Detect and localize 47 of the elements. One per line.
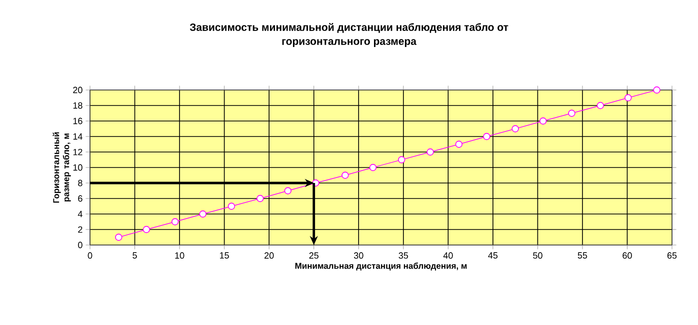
y-tick-label: 14	[73, 133, 82, 140]
point	[398, 156, 406, 164]
point	[596, 102, 604, 110]
y-axis-title: Горизонтальный размер табло, м	[52, 132, 71, 203]
x-tick-label: 50	[533, 252, 542, 259]
x-tick-label: 15	[220, 252, 229, 259]
x-tick-label: 25	[309, 252, 318, 259]
x-tick-label: 10	[175, 252, 184, 259]
y-tick-label: 4	[78, 210, 82, 218]
point	[369, 164, 377, 172]
y-tick-label: 18	[73, 102, 82, 109]
point	[142, 226, 150, 234]
y-tick-label: 10	[73, 164, 82, 171]
point	[512, 125, 519, 132]
x-tick-label: 45	[488, 252, 498, 259]
x-tick-label: 40	[443, 252, 453, 259]
x-tick-label: 30	[354, 252, 364, 259]
point	[284, 187, 292, 194]
point	[342, 172, 349, 179]
point	[483, 132, 490, 140]
x-tick-label: 0	[88, 252, 92, 259]
point	[199, 210, 206, 218]
chart-title: Зависимость минимальной дистанции наблюдения табло от горизонтального размера	[190, 23, 508, 47]
point	[256, 194, 264, 202]
point	[624, 94, 632, 102]
x-tick-label: 20	[264, 252, 274, 259]
y-tick-label: 20	[73, 86, 82, 94]
point	[539, 117, 547, 125]
point	[426, 148, 434, 156]
x-tick-label: 55	[578, 252, 588, 259]
x-tick-label: 60	[622, 252, 632, 259]
point	[568, 110, 576, 117]
point	[653, 86, 660, 94]
point	[228, 202, 236, 210]
y-tick-label: 0	[78, 242, 82, 248]
x-tick-label: 35	[398, 252, 408, 259]
x-axis-title: Минимальная дистанция наблюдения, м	[295, 262, 467, 270]
y-tick-label: 16	[73, 118, 82, 124]
point	[171, 218, 179, 226]
y-tick-label: 6	[78, 195, 82, 202]
point	[115, 234, 122, 241]
y-tick-label: 12	[73, 148, 82, 156]
x-tick-label: 5	[132, 252, 137, 259]
point	[455, 140, 462, 148]
y-tick-label: 8	[78, 180, 82, 186]
x-tick-label: 65	[667, 252, 677, 259]
y-tick-label: 2	[78, 226, 82, 233]
